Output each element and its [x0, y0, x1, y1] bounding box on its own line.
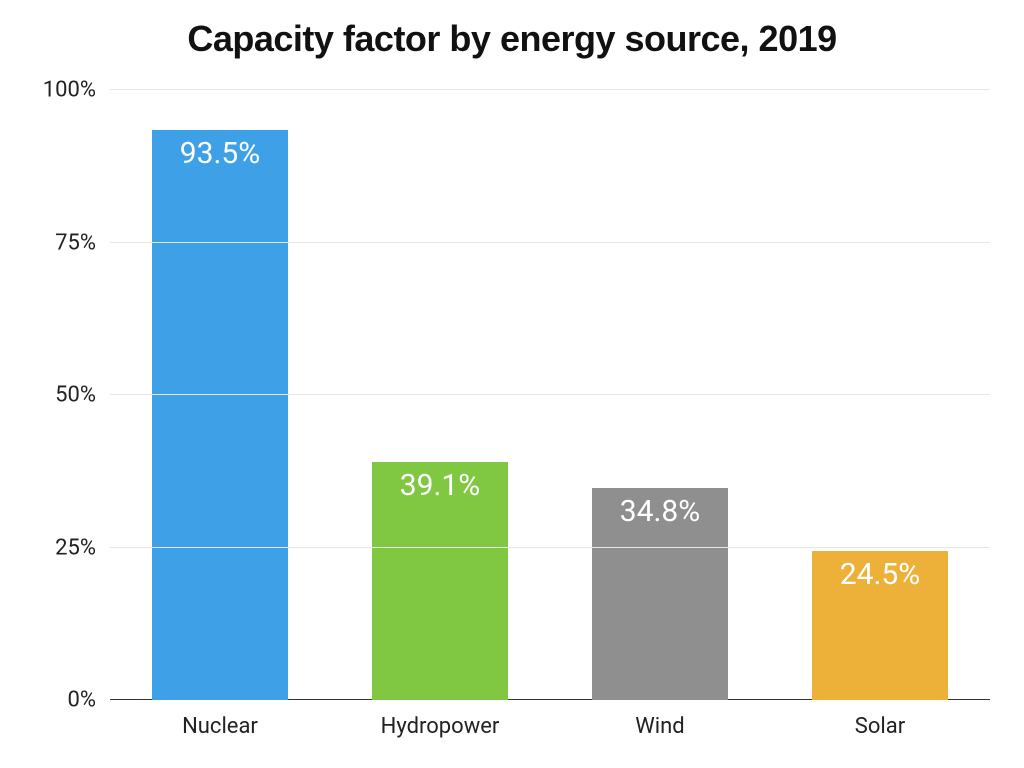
- bar-slot: 24.5%Solar: [770, 90, 990, 700]
- gridline: [110, 89, 990, 90]
- bar-value-label: 93.5%: [180, 136, 260, 171]
- bar-wind: 34.8%: [592, 488, 728, 700]
- y-tick-label: 75%: [55, 230, 110, 255]
- x-tick-label: Hydropower: [381, 700, 500, 739]
- x-tick-label: Wind: [635, 700, 684, 739]
- capacity-factor-chart: Capacity factor by energy source, 2019 9…: [0, 0, 1024, 768]
- y-tick-label: 25%: [55, 535, 110, 560]
- bar-slot: 93.5%Nuclear: [110, 90, 330, 700]
- gridline: [110, 394, 990, 395]
- bar-slot: 34.8%Wind: [550, 90, 770, 700]
- gridline: [110, 242, 990, 243]
- bar-value-label: 39.1%: [400, 468, 480, 503]
- gridline: [110, 547, 990, 548]
- bars-container: 93.5%Nuclear39.1%Hydropower34.8%Wind24.5…: [110, 90, 990, 700]
- bar-value-label: 24.5%: [840, 557, 920, 592]
- bar-nuclear: 93.5%: [152, 130, 288, 700]
- bar-slot: 39.1%Hydropower: [330, 90, 550, 700]
- chart-title: Capacity factor by energy source, 2019: [0, 18, 1024, 60]
- x-tick-label: Solar: [855, 700, 905, 739]
- y-tick-label: 50%: [55, 383, 110, 408]
- bar-hydropower: 39.1%: [372, 462, 508, 701]
- bar-value-label: 34.8%: [620, 494, 700, 529]
- y-tick-label: 0%: [68, 688, 110, 713]
- plot-area: 93.5%Nuclear39.1%Hydropower34.8%Wind24.5…: [110, 90, 990, 700]
- y-tick-label: 100%: [43, 78, 110, 103]
- bar-solar: 24.5%: [812, 551, 948, 700]
- x-tick-label: Nuclear: [182, 700, 258, 739]
